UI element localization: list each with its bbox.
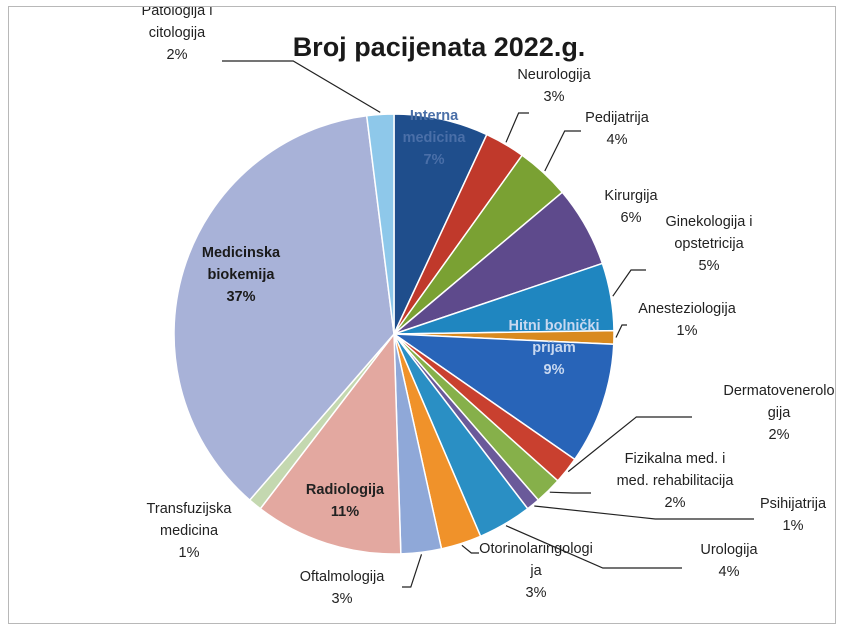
data-label-line: 3% [526,585,547,601]
data-label-line: 2% [167,47,188,63]
data-label-anesteziologija: Anesteziologija 1% [638,301,736,339]
data-label-medicinska-biokemija: Medicinska biokemija 37% [202,245,281,305]
leader-line-oftalmologija [402,554,423,588]
leader-line-psihijatrija [534,505,754,520]
data-label-line: 3% [332,591,353,607]
data-label-line: 1% [677,323,698,339]
data-label-line: 5% [699,258,720,274]
data-label-line: medicina [403,130,467,146]
data-label-radiologija: Radiologija 11% [306,482,385,520]
data-label-psihijatrija: Psihijatrija 1% [760,496,827,534]
data-label-line: Neurologija [517,67,591,83]
data-label-line: Urologija [700,542,758,558]
data-label-line: Kirurgija [604,188,658,204]
data-label-otorinolaringologija: Otorinolaringologi ja 3% [479,541,593,601]
leader-line-anesteziologija [615,324,627,338]
data-label-line: 4% [719,564,740,580]
data-label-dermatovenerologija: Dermatovenerolo gija 2% [723,383,834,443]
data-label-fizikalna-med-i-med-rehabilitacija: Fizikalna med. i med. rehabilitacija 2% [617,451,735,511]
pie-slice-patologija-i-citologija [365,113,395,335]
data-label-line: biokemija [208,267,276,283]
data-label-line: 6% [621,210,642,226]
data-label-line: Oftalmologija [300,569,386,585]
data-label-interna-medicina: Interna medicina 7% [403,108,467,168]
data-label-hitni-bolnicki-prijam: Hitni bolnički prijam 9% [508,318,599,378]
pie-slice-medicinska-biokemija [173,114,395,502]
data-label-line: Ginekologija i [665,214,752,230]
data-label-line: 11% [331,504,359,520]
data-label-line: citologija [149,25,206,41]
data-label-line: Transfuzijska [147,501,233,517]
data-label-line: opstetricija [674,236,744,252]
data-label-line: Pedijatrija [585,110,650,126]
data-label-line: 37% [226,289,255,305]
leader-line-ginekologija-i-opstetricija [612,269,646,297]
data-label-line: 7% [424,152,445,168]
leader-line-dermatovenerologija [567,416,692,473]
data-label-kirurgija: Kirurgija 6% [604,188,658,226]
data-label-neurologija: Neurologija 3% [517,67,591,105]
data-label-line: Fizikalna med. i [625,451,726,467]
data-label-line: Radiologija [306,482,385,498]
data-label-line: 9% [544,362,565,378]
data-label-line: medicina [160,523,219,539]
data-label-line: Dermatovenerolo [723,383,834,399]
data-label-line: med. rehabilitacija [617,473,735,489]
data-label-line: Medicinska [202,245,281,261]
data-label-line: Otorinolaringologi [479,541,593,557]
data-label-line: 3% [544,89,565,105]
data-label-transfuzijska-medicina: Transfuzijska medicina 1% [147,501,233,561]
data-label-line: Interna [410,108,459,124]
leader-line-pedijatrija [544,130,581,172]
data-label-ginekologija-i-opstetricija: Ginekologija i opstetricija 5% [665,214,752,274]
data-label-urologija: Urologija 4% [700,542,758,580]
data-label-line: 2% [769,427,790,443]
pie-slice-hitni-bolnicki-prijam [391,333,615,461]
data-label-oftalmologija: Oftalmologija 3% [300,569,386,607]
data-label-patologija-i-citologija: Patologija i citologija 2% [142,7,213,63]
data-label-line: Psihijatrija [760,496,827,512]
pie-chart: Broj pacijenata 2022.g. Interna medicina 7… [142,7,835,607]
leader-line-neurologija [505,112,529,143]
leader-line-urologija [505,525,682,569]
chart-frame: Broj pacijenata 2022.g. Interna medicina 7… [8,6,836,624]
chart-title: Broj pacijenata 2022.g. [293,32,586,62]
leader-line-fizikalna-med-i-med-rehabilitacija [549,491,591,494]
data-label-line: Anesteziologija [638,301,736,317]
data-label-line: 1% [179,545,200,561]
leader-line-patologija-i-citologija [222,60,381,113]
pie-slice-radiologija [259,331,402,555]
data-label-line: ja [529,563,542,579]
data-label-line: Hitni bolnički [508,318,599,334]
data-label-line: gija [768,405,792,421]
data-label-pedijatrija: Pedijatrija 4% [585,110,650,148]
leader-line-otorinolaringologija [461,544,479,554]
data-label-line: 4% [607,132,628,148]
data-label-line: Patologija i [142,7,213,19]
data-label-line: 2% [665,495,686,511]
data-label-line: 1% [783,518,804,534]
data-label-line: prijam [532,340,576,356]
